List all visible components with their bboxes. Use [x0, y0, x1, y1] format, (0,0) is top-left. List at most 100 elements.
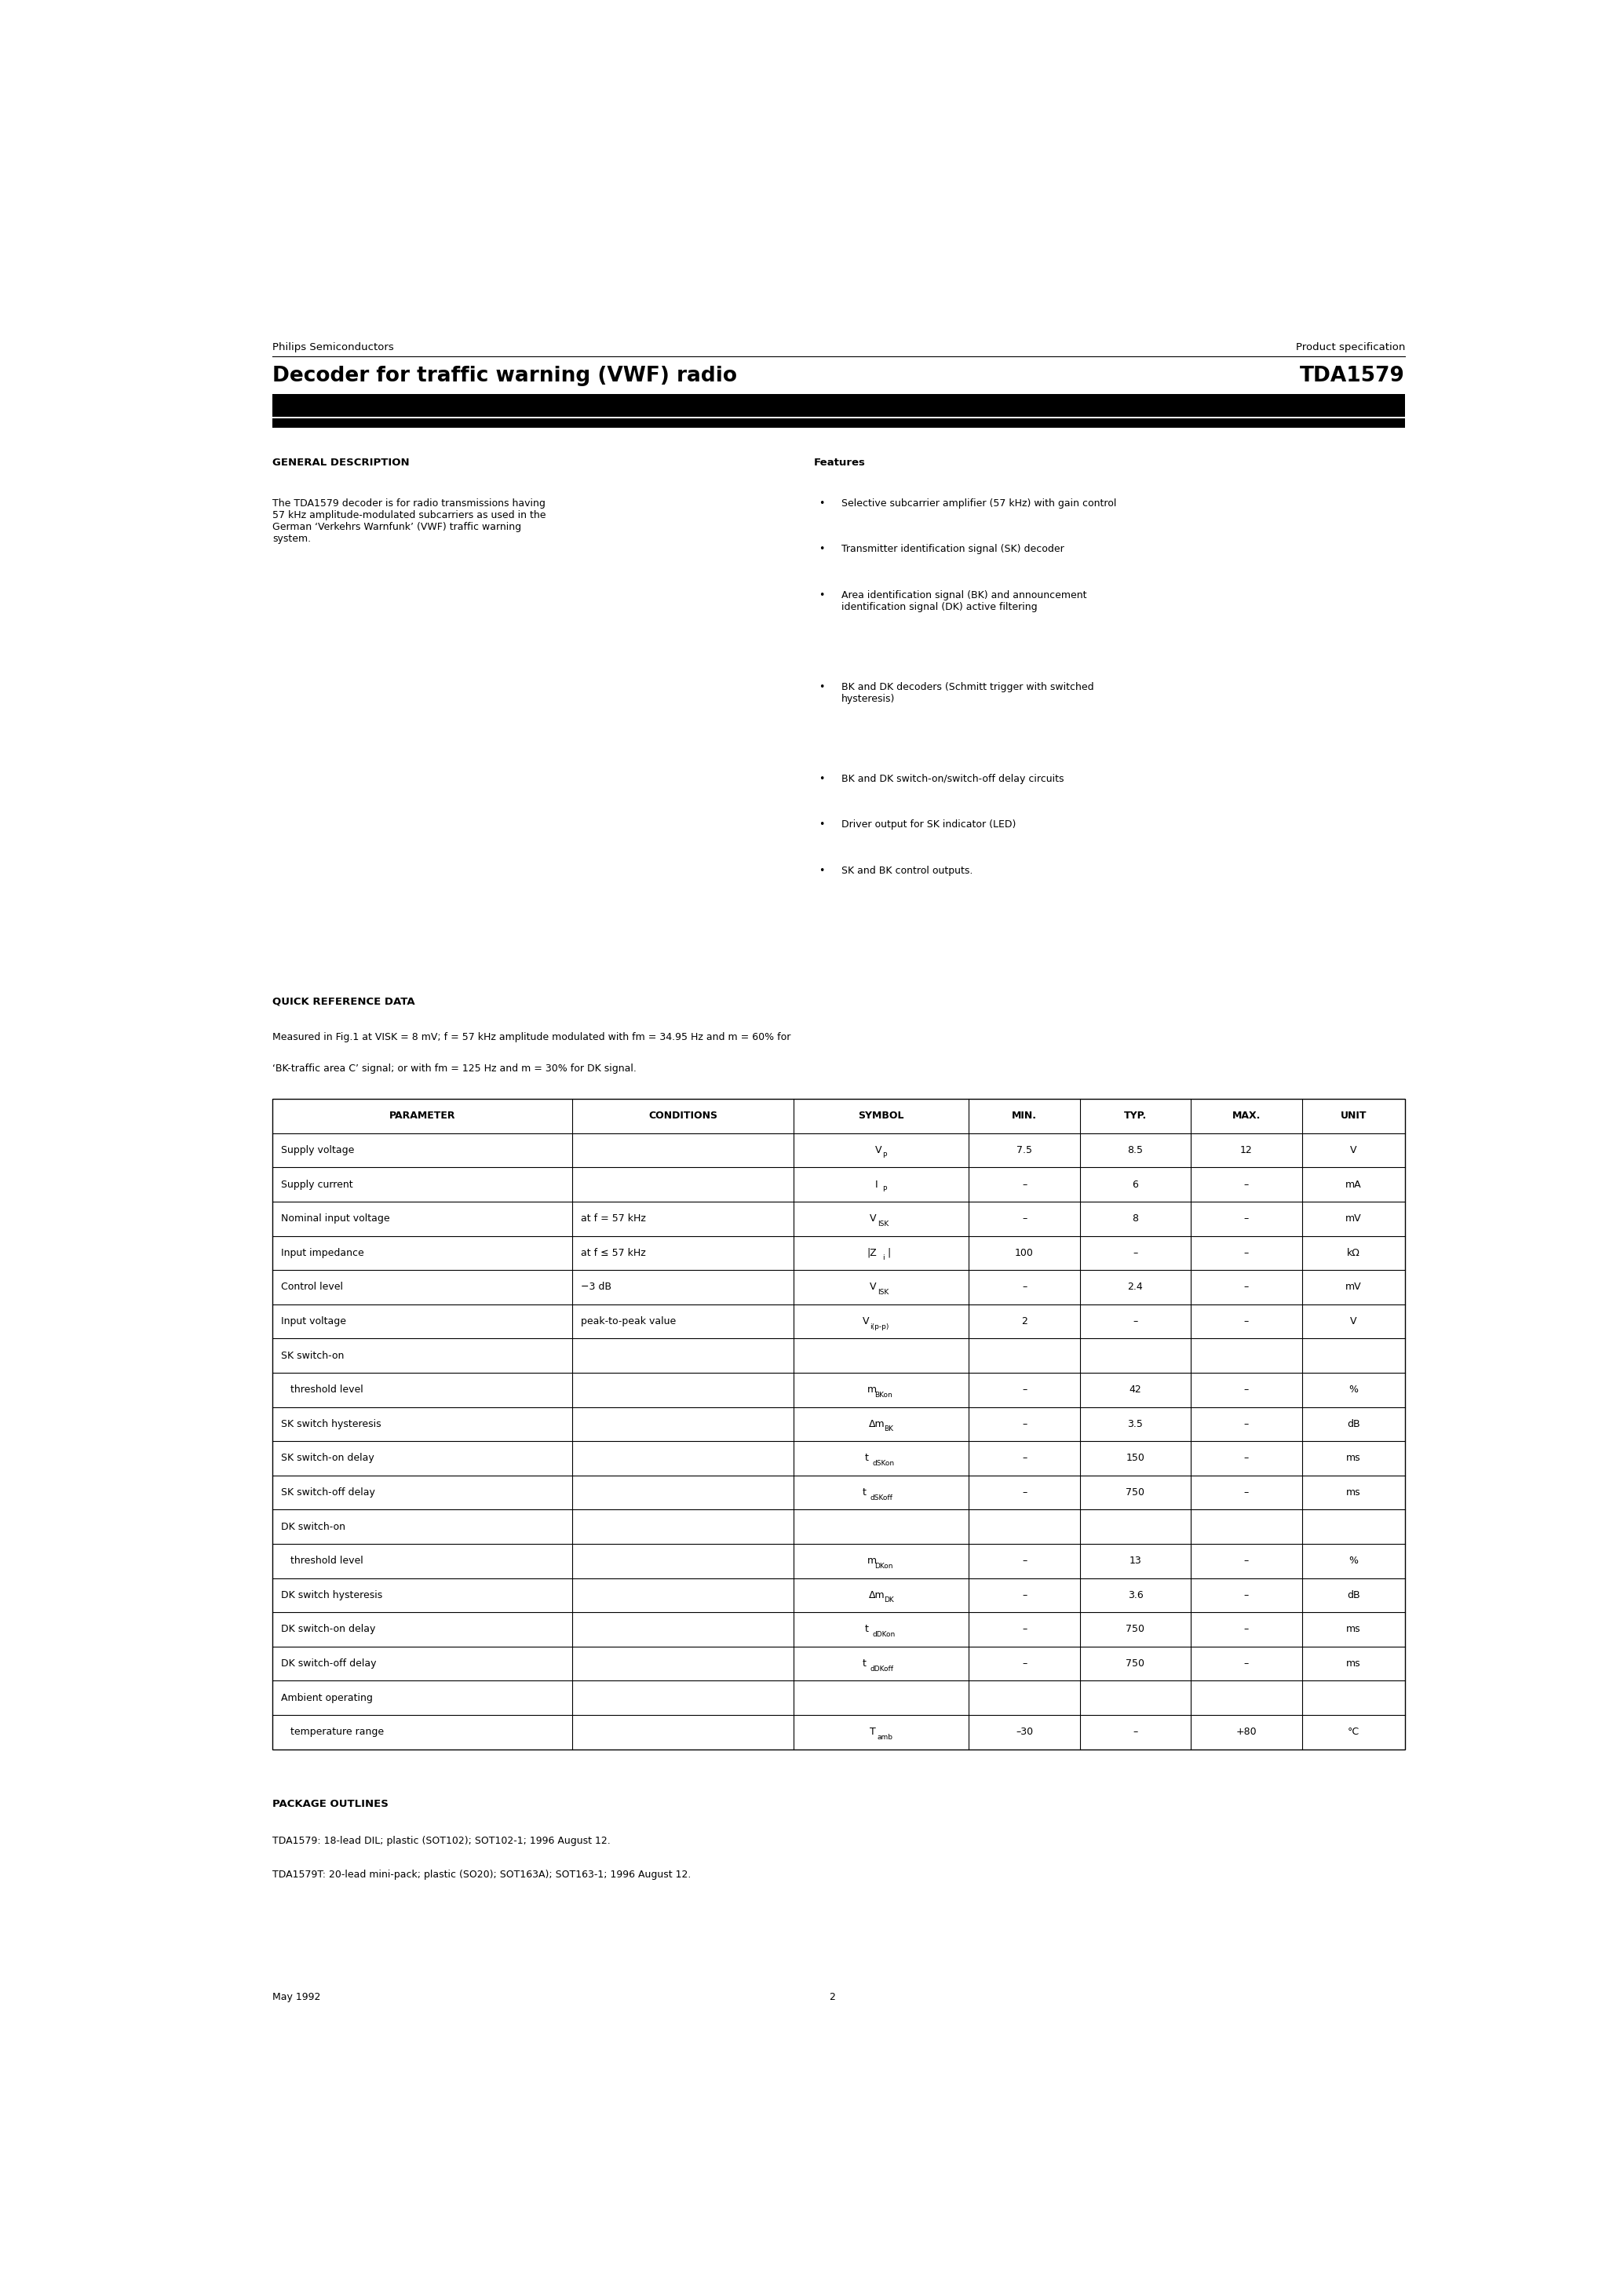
Text: at f ≤ 57 kHz: at f ≤ 57 kHz — [581, 1248, 646, 1258]
Text: ‘BK-traffic area C’ signal; or with fm = 125 Hz and m = 30% for DK signal.: ‘BK-traffic area C’ signal; or with fm =… — [273, 1063, 637, 1074]
Text: m: m — [867, 1556, 877, 1565]
Text: dSKoff: dSKoff — [870, 1494, 893, 1501]
Text: 2.4: 2.4 — [1127, 1283, 1143, 1292]
Text: 2: 2 — [1021, 1317, 1028, 1327]
Text: |: | — [887, 1248, 890, 1258]
Text: Area identification signal (BK) and announcement
identification signal (DK) acti: Area identification signal (BK) and anno… — [841, 590, 1086, 613]
Text: V: V — [870, 1214, 877, 1223]
Text: –: – — [1244, 1556, 1249, 1565]
Text: •: • — [818, 590, 825, 601]
Text: –: – — [1021, 1556, 1026, 1565]
Text: +80: +80 — [1236, 1728, 1257, 1737]
Text: ms: ms — [1346, 1453, 1361, 1464]
Text: i(p-p): i(p-p) — [870, 1322, 888, 1331]
Text: %: % — [1348, 1556, 1358, 1565]
Text: |Z: |Z — [867, 1248, 877, 1258]
Text: –: – — [1021, 1487, 1026, 1499]
Text: Input voltage: Input voltage — [281, 1317, 346, 1327]
Text: dDKon: dDKon — [872, 1632, 895, 1639]
Text: 8: 8 — [1132, 1214, 1138, 1223]
Text: °C: °C — [1348, 1728, 1359, 1737]
Text: Supply current: Supply current — [281, 1180, 352, 1189]
Text: CONDITIONS: CONDITIONS — [648, 1111, 718, 1120]
Text: UNIT: UNIT — [1340, 1111, 1366, 1120]
Text: –: – — [1021, 1384, 1026, 1395]
Text: DK switch-on delay: DK switch-on delay — [281, 1625, 375, 1634]
Text: –30: –30 — [1015, 1728, 1033, 1737]
Bar — [273, 1099, 1405, 1749]
Text: –: – — [1021, 1418, 1026, 1430]
Text: –: – — [1021, 1659, 1026, 1668]
Bar — [273, 395, 1405, 418]
Text: ISK: ISK — [877, 1221, 888, 1228]
Text: Features: Features — [814, 457, 866, 468]
Text: TDA1579: 18-lead DIL; plastic (SOT102); SOT102-1; 1996 August 12.: TDA1579: 18-lead DIL; plastic (SOT102); … — [273, 1836, 611, 1845]
Text: V: V — [870, 1283, 877, 1292]
Text: SYMBOL: SYMBOL — [857, 1111, 905, 1120]
Text: t: t — [864, 1453, 869, 1464]
Text: transmissions: transmissions — [273, 395, 435, 415]
Text: Δm: Δm — [869, 1590, 885, 1600]
Text: V: V — [875, 1145, 882, 1154]
Text: at f = 57 kHz: at f = 57 kHz — [581, 1214, 646, 1223]
Text: 42: 42 — [1129, 1384, 1142, 1395]
Text: V: V — [862, 1317, 869, 1327]
Text: threshold level: threshold level — [281, 1556, 364, 1565]
Text: Ambient operating: Ambient operating — [281, 1694, 374, 1703]
Text: Input impedance: Input impedance — [281, 1248, 364, 1258]
Text: –: – — [1244, 1659, 1249, 1668]
Text: Philips Semiconductors: Philips Semiconductors — [273, 342, 393, 353]
Text: –: – — [1244, 1283, 1249, 1292]
Text: QUICK REFERENCE DATA: QUICK REFERENCE DATA — [273, 996, 414, 1008]
Text: DK switch hysteresis: DK switch hysteresis — [281, 1590, 383, 1600]
Text: m: m — [867, 1384, 877, 1395]
Text: DK: DK — [883, 1597, 893, 1604]
Text: 100: 100 — [1015, 1248, 1034, 1258]
Text: –: – — [1244, 1248, 1249, 1258]
Text: –: – — [1244, 1453, 1249, 1464]
Text: BKon: BKon — [875, 1391, 893, 1398]
Text: BK: BK — [883, 1425, 893, 1432]
Text: dB: dB — [1346, 1418, 1359, 1430]
Text: –: – — [1021, 1283, 1026, 1292]
Text: Measured in Fig.1 at VISK = 8 mV; f = 57 kHz amplitude modulated with fm = 34.95: Measured in Fig.1 at VISK = 8 mV; f = 57… — [273, 1033, 791, 1042]
Text: •: • — [818, 819, 825, 831]
Text: 750: 750 — [1125, 1487, 1145, 1499]
Text: 3.6: 3.6 — [1127, 1590, 1143, 1600]
Text: −3 dB: −3 dB — [581, 1283, 612, 1292]
Text: PARAMETER: PARAMETER — [390, 1111, 455, 1120]
Text: SK switch-on delay: SK switch-on delay — [281, 1453, 374, 1464]
Text: –: – — [1021, 1214, 1026, 1223]
Text: Δm: Δm — [869, 1418, 885, 1430]
Bar — [273, 418, 1405, 427]
Text: MIN.: MIN. — [1012, 1111, 1036, 1120]
Text: –: – — [1244, 1214, 1249, 1223]
Text: 8.5: 8.5 — [1127, 1145, 1143, 1154]
Text: TDA1579T: TDA1579T — [1286, 395, 1405, 415]
Text: ISK: ISK — [877, 1290, 888, 1297]
Text: t: t — [864, 1625, 869, 1634]
Text: t: t — [862, 1487, 866, 1499]
Text: ms: ms — [1346, 1659, 1361, 1668]
Text: –: – — [1244, 1180, 1249, 1189]
Text: –: – — [1021, 1590, 1026, 1600]
Text: amb: amb — [877, 1733, 893, 1740]
Text: Driver output for SK indicator (LED): Driver output for SK indicator (LED) — [841, 819, 1015, 831]
Text: DKon: DKon — [875, 1563, 893, 1570]
Text: kΩ: kΩ — [1346, 1248, 1359, 1258]
Text: I: I — [875, 1180, 877, 1189]
Text: Nominal input voltage: Nominal input voltage — [281, 1214, 390, 1223]
Text: BK and DK switch-on/switch-off delay circuits: BK and DK switch-on/switch-off delay cir… — [841, 773, 1064, 785]
Text: 3.5: 3.5 — [1127, 1418, 1143, 1430]
Text: 750: 750 — [1125, 1625, 1145, 1634]
Text: SK switch hysteresis: SK switch hysteresis — [281, 1418, 382, 1430]
Text: Transmitter identification signal (SK) decoder: Transmitter identification signal (SK) d… — [841, 544, 1064, 553]
Text: DK switch-off delay: DK switch-off delay — [281, 1659, 377, 1668]
Text: P: P — [882, 1187, 887, 1193]
Text: –: – — [1244, 1590, 1249, 1600]
Text: SK and BK control outputs.: SK and BK control outputs. — [841, 865, 973, 877]
Text: 750: 750 — [1125, 1659, 1145, 1668]
Text: 2: 2 — [830, 1992, 835, 2001]
Text: dSKon: dSKon — [872, 1460, 895, 1467]
Text: MAX.: MAX. — [1233, 1111, 1260, 1120]
